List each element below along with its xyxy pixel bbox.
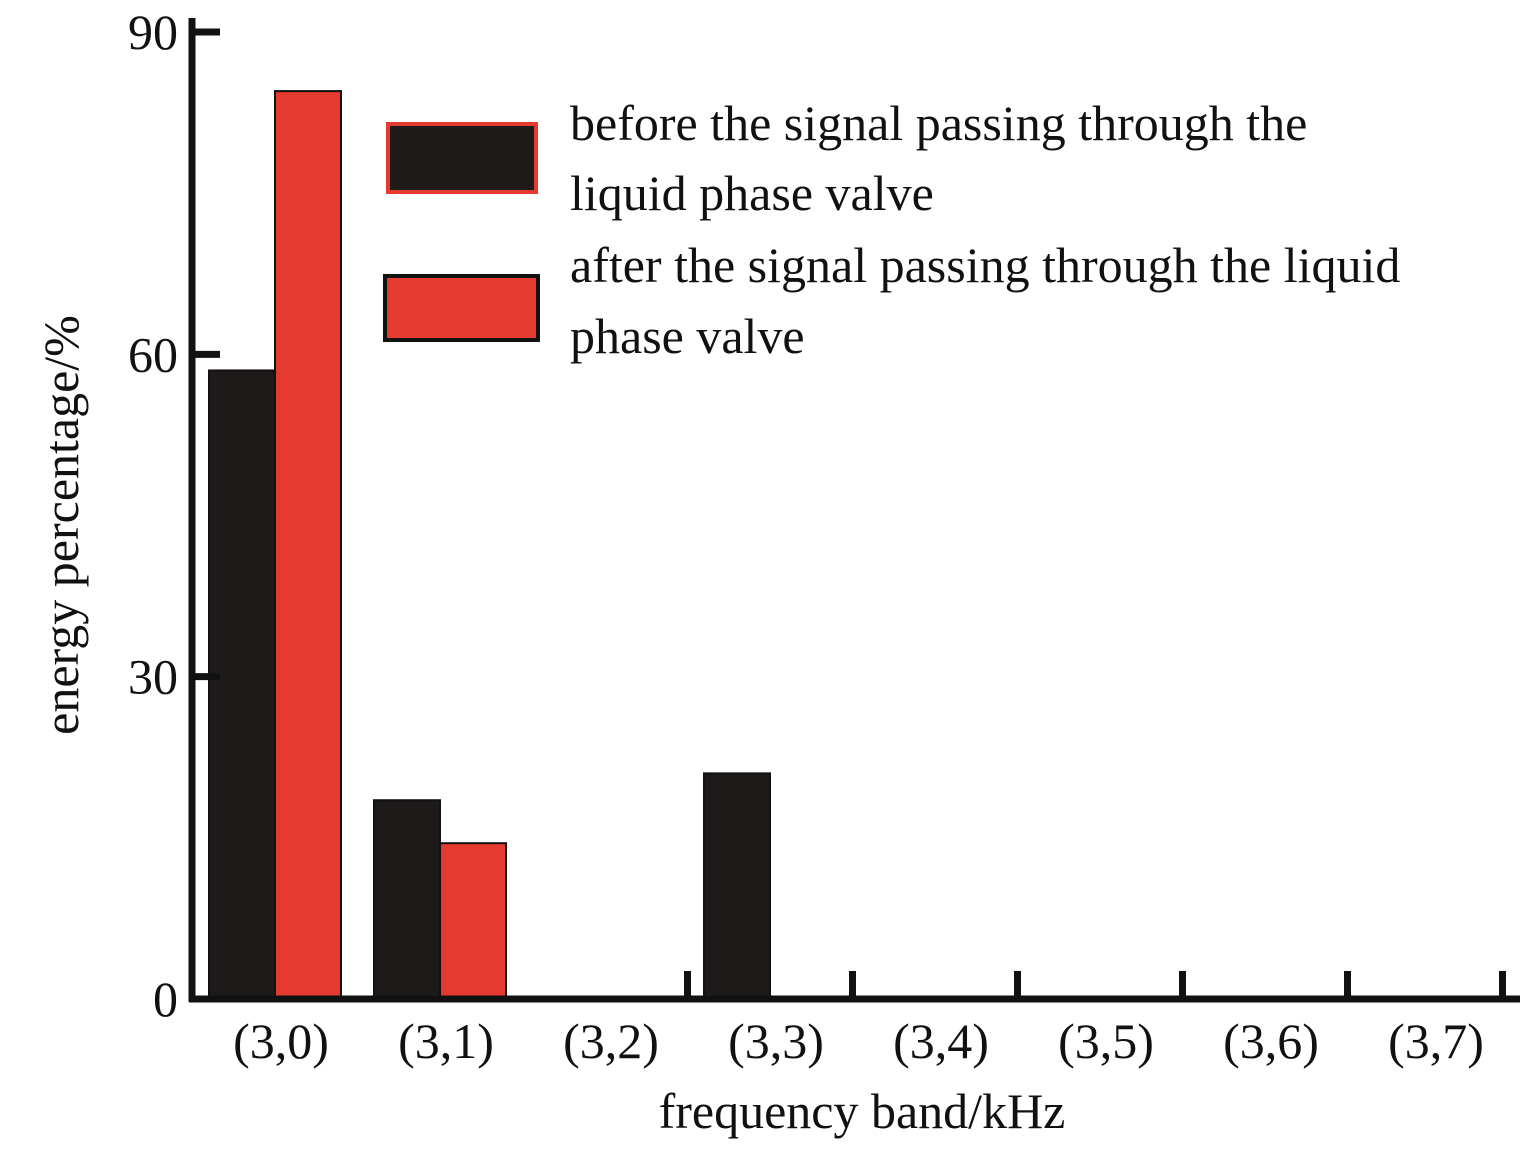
legend-swatch bbox=[386, 122, 538, 194]
bar-before bbox=[373, 799, 441, 1000]
x-tick-label: (3,4) bbox=[893, 1013, 989, 1069]
x-ticks-group: (3,0) (3,1) (3,2) (3,3) (3,4) (3,5) (3,6) (3,7) bbox=[233, 971, 1506, 1069]
x-tick-label: (3,2) bbox=[563, 1013, 659, 1069]
bar-after bbox=[274, 90, 342, 1001]
x-tick-label: (3,7) bbox=[1388, 1013, 1484, 1069]
x-tick-label: (3,0) bbox=[233, 1013, 329, 1069]
y-axis-title: energy percentage/% bbox=[33, 315, 89, 735]
bars-group bbox=[208, 90, 837, 1001]
x-axis-title: frequency band/kHz bbox=[659, 1083, 1066, 1139]
x-tick-label: (3,1) bbox=[398, 1013, 494, 1069]
bar-before bbox=[208, 369, 276, 1000]
x-tick-label: (3,3) bbox=[728, 1013, 824, 1069]
y-tick-label: 60 bbox=[128, 326, 178, 382]
legend-swatch bbox=[383, 274, 540, 342]
legend-label: before the signal passing through the bbox=[570, 95, 1307, 151]
legend-label: liquid phase valve bbox=[570, 165, 934, 221]
legend-label: phase valve bbox=[570, 308, 805, 364]
x-tick-label: (3,5) bbox=[1058, 1013, 1154, 1069]
legend-label: after the signal passing through the liq… bbox=[570, 237, 1400, 293]
y-tick-label: 90 bbox=[128, 4, 178, 60]
bar-after bbox=[439, 842, 507, 1001]
legend: before the signal passing through the liq… bbox=[383, 95, 1400, 364]
y-ticks-group: 0 30 60 90 bbox=[128, 4, 220, 1027]
y-tick-label: 0 bbox=[153, 971, 178, 1027]
y-tick-label: 30 bbox=[128, 649, 178, 705]
x-tick-label: (3,6) bbox=[1223, 1013, 1319, 1069]
bar-before bbox=[703, 772, 771, 1000]
